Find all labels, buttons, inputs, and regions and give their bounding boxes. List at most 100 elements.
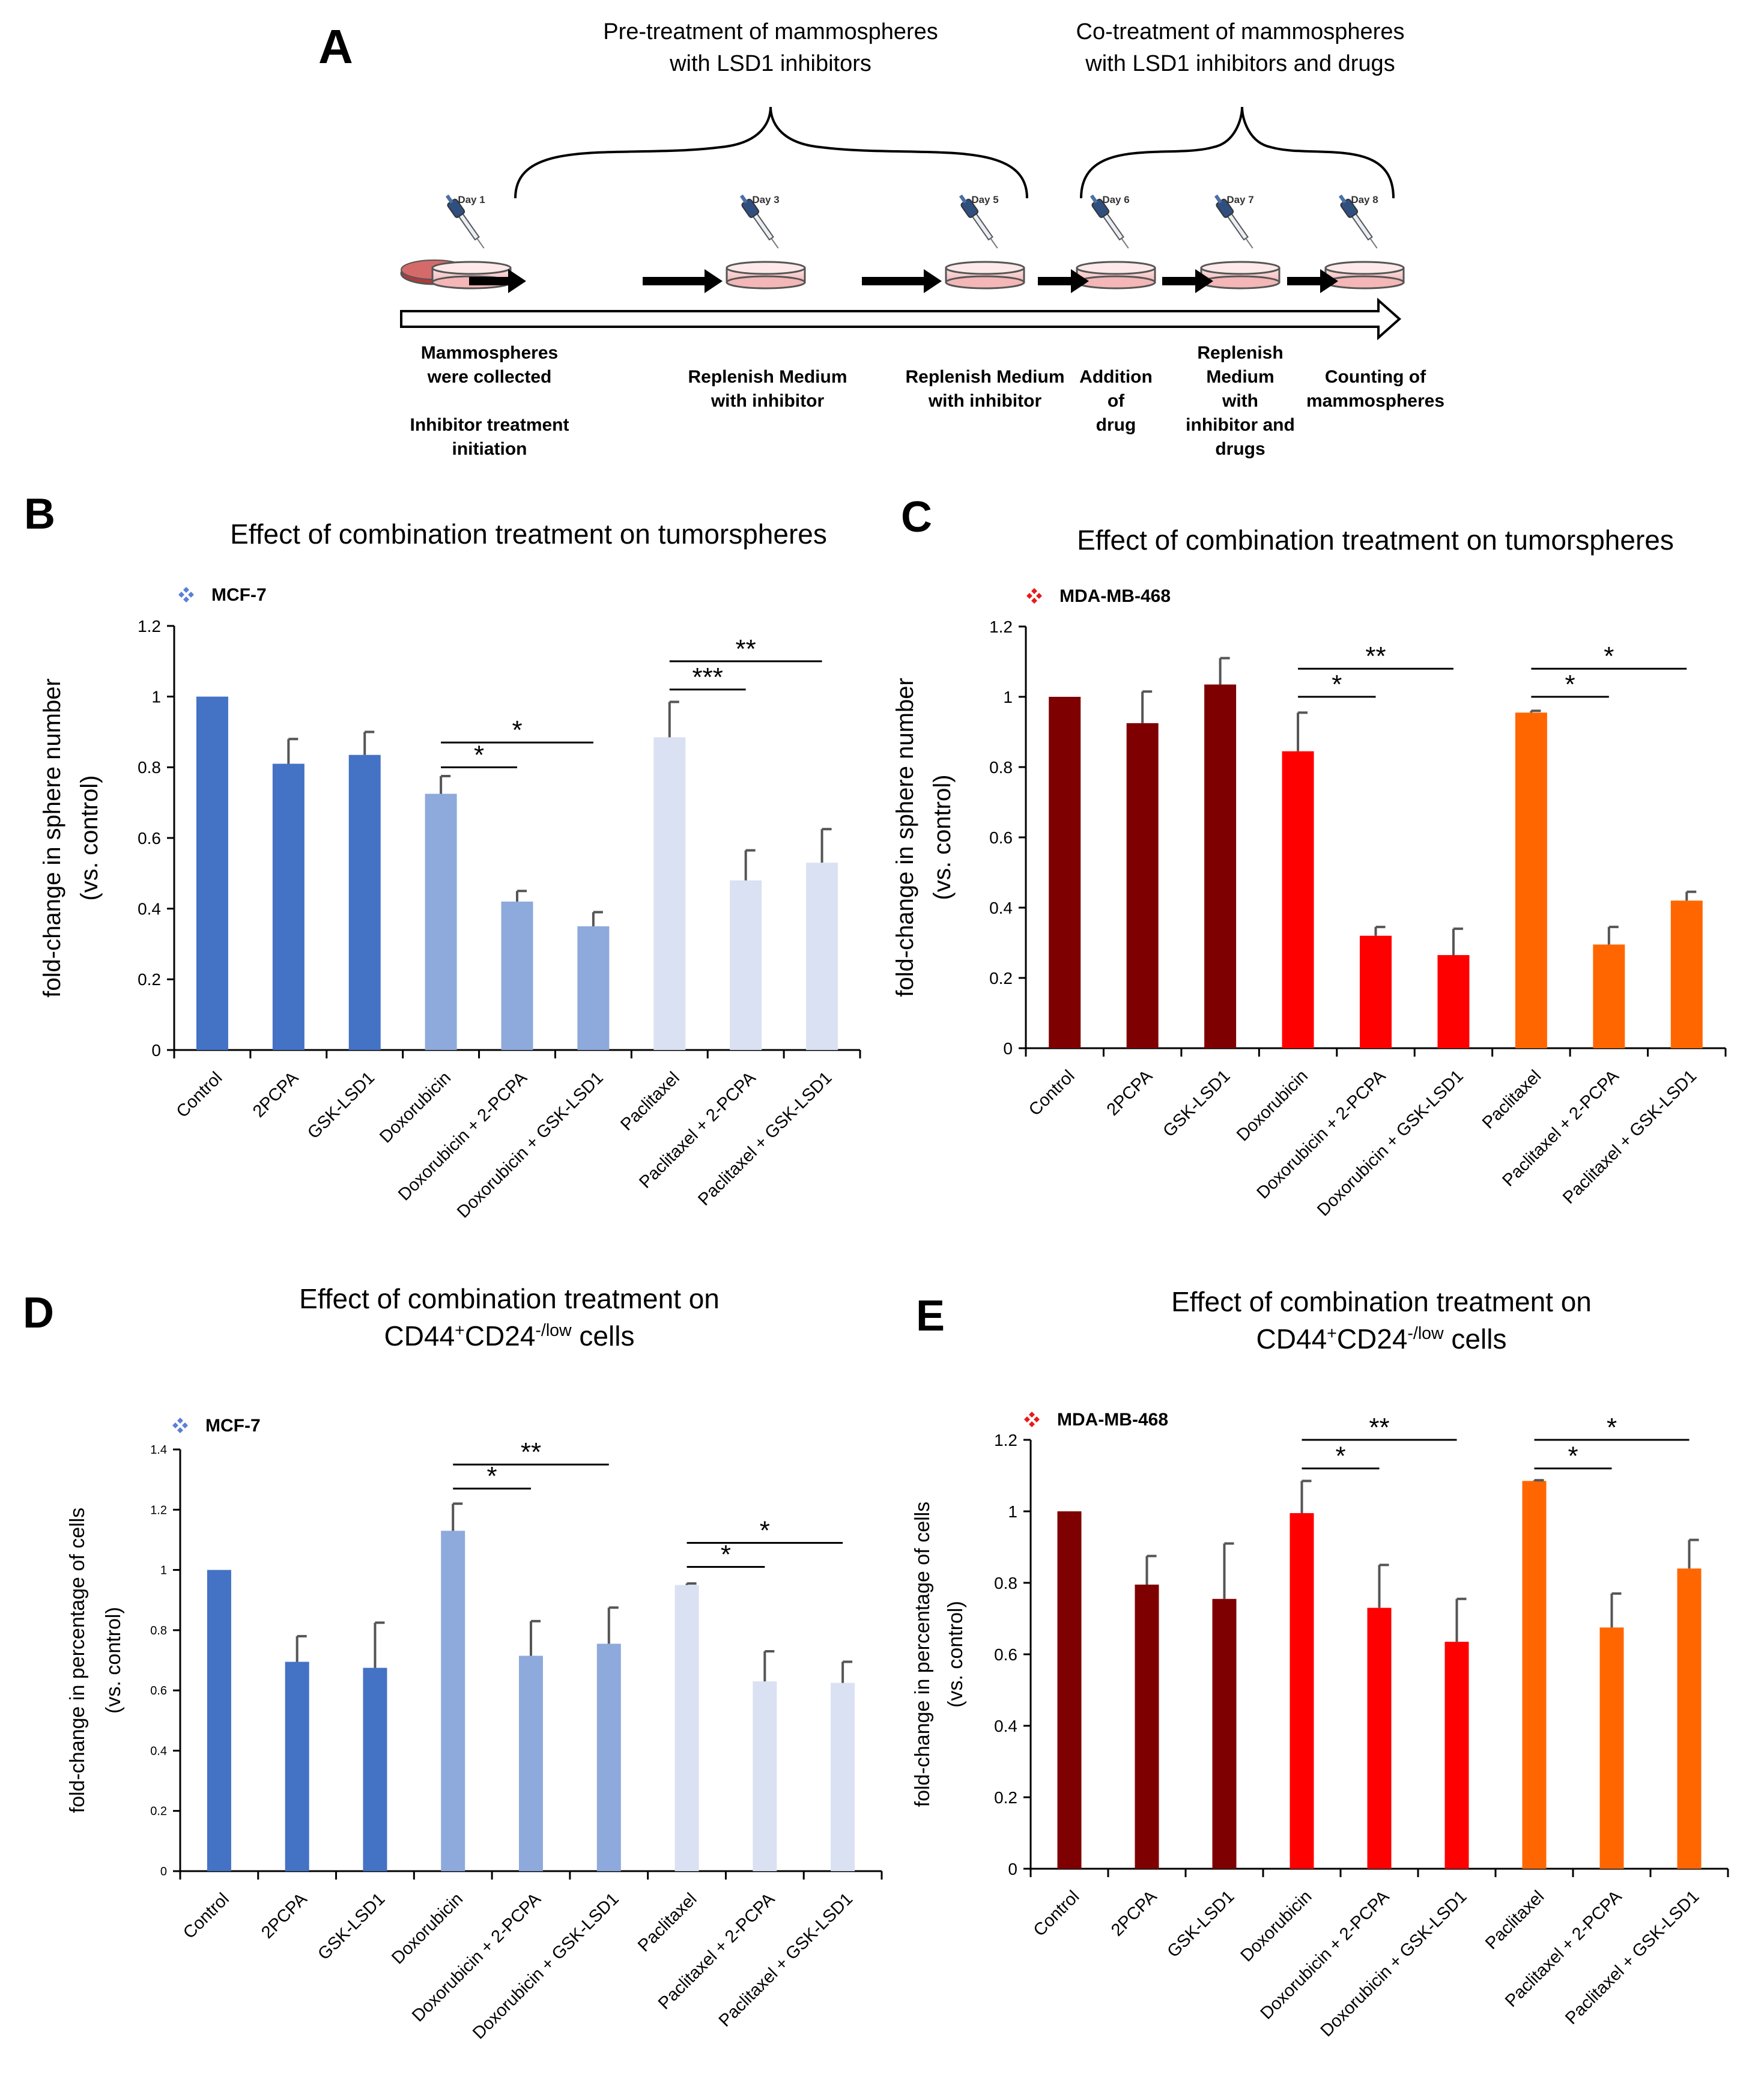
significance-label: * [1607, 1413, 1617, 1442]
panel-d-letter: D [23, 1289, 54, 1337]
bar-doxorubicin-2-pcpa [1360, 935, 1392, 1048]
significance-label: * [721, 1540, 731, 1570]
svg-text:Counting of: Counting of [1325, 367, 1426, 387]
chart-c: C Effect of combination treatment on tum… [892, 493, 1727, 1220]
dish-bottom [726, 275, 806, 290]
y-tick-label: 0.2 [989, 969, 1013, 988]
culture-dishes: Day 1 Day 3 Day 5 Day 6 Day 7 Day 8 [400, 194, 1405, 293]
legend: MCF-7 [178, 585, 267, 605]
panel-e-letter: E [916, 1292, 945, 1340]
x-category-label: Doxorubicin + GSK-LSD1 [1317, 1887, 1471, 2041]
significance-label: * [1332, 670, 1342, 699]
dish-bottom [1200, 275, 1281, 290]
pipette-icon [739, 194, 779, 249]
significance-label: * [487, 1461, 497, 1491]
chart-e: E Effect of combination treatment on CD44… [911, 1286, 1729, 2041]
significance-label: * [1565, 670, 1575, 699]
pipette-icon [1338, 194, 1378, 249]
x-category-label: 2PCPA [258, 1889, 311, 1943]
bar-paclitaxel-gsk-lsd1 [1677, 1568, 1702, 1869]
x-category-label: 2PCPA [1108, 1887, 1161, 1940]
chart-title-line2: CD44+CD24-/low cells [1256, 1323, 1507, 1355]
x-category-label: Paclitaxel [1479, 1066, 1545, 1132]
dish-bottom [1076, 275, 1156, 290]
bar-doxorubicin [441, 1531, 465, 1871]
significance-label: * [1568, 1442, 1578, 1471]
chart-title: Effect of combination treatment on [299, 1283, 720, 1314]
x-category-label: Control [173, 1068, 226, 1121]
bar-paclitaxel-gsk-lsd1 [831, 1683, 855, 1871]
legend: MCF-7 [172, 1416, 261, 1436]
bar-control [1057, 1511, 1082, 1869]
legend-label: MCF-7 [211, 585, 267, 605]
bar-control [207, 1570, 231, 1871]
chart-title: Effect of combination treatment on tumor… [230, 518, 827, 550]
y-axis-label: fold-change in percentage of cells (vs. c… [66, 1508, 125, 1813]
svg-text:Inhibitor treatment: Inhibitor treatment [410, 415, 569, 435]
svg-text:with inhibitor: with inhibitor [928, 391, 1042, 411]
step-replenish-2: Replenish Medium with inhibitor [905, 367, 1064, 411]
pipette-icon [959, 194, 998, 249]
step-collected: Mammospheres were collected [421, 343, 558, 387]
chart-b: B Effect of combination treatment on tum… [24, 490, 861, 1222]
step-addition: Addition of drug [1079, 367, 1153, 435]
x-category-label: Doxorubicin + GSK-LSD1 [453, 1068, 607, 1222]
x-category-label: Paclitaxel [1482, 1887, 1548, 1953]
timeline-arrow [400, 297, 1402, 341]
y-tick-label: 1 [1008, 1502, 1017, 1521]
y-axis-label-line1: fold-change in percentage of cells [66, 1508, 89, 1813]
significance-label: ** [1365, 642, 1386, 671]
svg-text:were collected: were collected [427, 367, 552, 387]
pipette-icon [1090, 194, 1129, 249]
bar-doxorubicin-2-pcpa [519, 1655, 543, 1871]
x-category-label: Paclitaxel + GSK-LSD1 [715, 1889, 856, 2030]
day-label: Day 7 [1226, 194, 1253, 205]
bar-control [1049, 697, 1081, 1048]
y-tick-label: 0.8 [138, 758, 161, 777]
dish-rim [431, 261, 512, 275]
svg-text:Replenish Medium: Replenish Medium [688, 367, 847, 387]
x-category-label: Doxorubicin + 2-PCPA [1257, 1887, 1393, 2023]
svg-text:mammospheres: mammospheres [1306, 391, 1444, 411]
bar-paclitaxel-2-pcpa [1599, 1627, 1624, 1869]
bar-paclitaxel-2-pcpa [730, 880, 762, 1050]
svg-text:with: with [1222, 391, 1258, 411]
day-label: Day 1 [458, 194, 485, 205]
y-tick-label: 0 [151, 1041, 161, 1060]
step-initiation: Inhibitor treatment initiation [410, 415, 569, 459]
y-tick-label: 0.6 [989, 828, 1013, 847]
x-category-label: Doxorubicin + GSK-LSD1 [1314, 1066, 1467, 1220]
y-tick-label: 1.2 [150, 1504, 167, 1517]
bar-paclitaxel [674, 1585, 699, 1871]
x-category-label: Paclitaxel + GSK-LSD1 [1562, 1887, 1703, 2028]
bar-doxorubicin-gsk-lsd1 [1437, 954, 1470, 1048]
day-label: Day 8 [1351, 194, 1378, 205]
x-category-label: Control [1030, 1887, 1084, 1940]
x-category-label: 2PCPA [1103, 1066, 1157, 1120]
y-tick-label: 0.2 [138, 970, 161, 989]
bar-paclitaxel [1515, 712, 1547, 1048]
svg-text:Mammospheres: Mammospheres [421, 343, 558, 363]
panel-a-workflow: A Pre-treatment of mammospheres with LSD… [318, 19, 1444, 459]
y-axis-label-line1: fold-change in percentage of cells [911, 1502, 934, 1807]
y-tick-label: 1.4 [150, 1443, 167, 1457]
legend-diamond-icon [1024, 1412, 1040, 1427]
step-arrow-head [1320, 269, 1338, 293]
legend-diamond-icon [1026, 588, 1042, 604]
step-arrow-head [1071, 269, 1089, 293]
significance-label: ** [736, 634, 756, 664]
legend-diamond-icon [178, 587, 194, 602]
significance-label: * [760, 1516, 770, 1545]
bar-2pcpa [1135, 1584, 1159, 1869]
svg-text:drug: drug [1096, 415, 1136, 435]
significance-label: *** [693, 663, 723, 692]
significance-label: * [1335, 1442, 1345, 1471]
pipette-icon [445, 194, 485, 249]
panel-a-letter: A [318, 20, 353, 73]
y-axis-label-line2: (vs. control) [76, 775, 103, 901]
cotreat-label-line1: Co-treatment of mammospheres [1076, 19, 1405, 44]
significance-label: ** [521, 1437, 541, 1467]
x-category-label: Doxorubicin + GSK-LSD1 [469, 1889, 623, 2043]
y-tick-label: 0.6 [994, 1645, 1017, 1664]
dish-rim [1076, 261, 1156, 275]
